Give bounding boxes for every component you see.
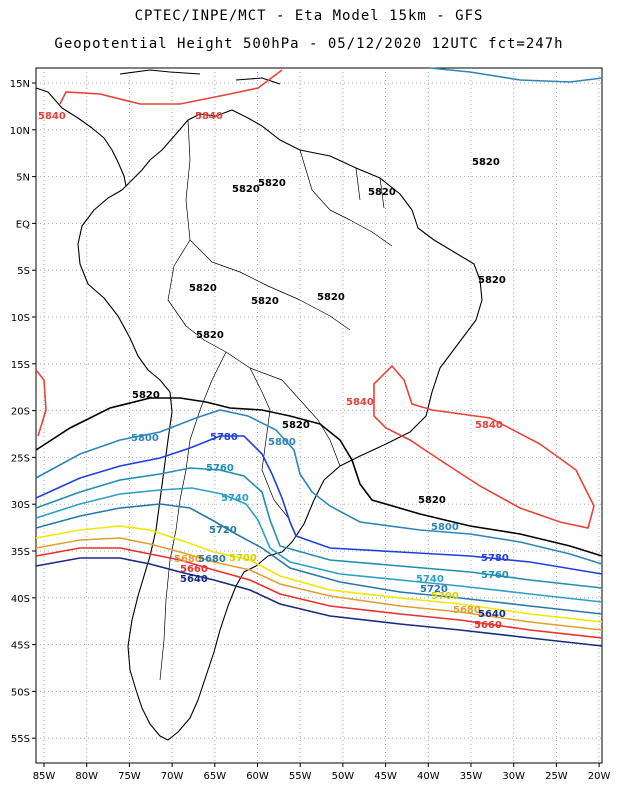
contour-5740: [35, 487, 603, 603]
latitude-tick-label: 15S: [11, 360, 30, 371]
contour-label: 5700: [229, 553, 257, 564]
contour-label: 5720: [209, 525, 237, 536]
contour-label: 5640: [180, 574, 208, 585]
latitude-tick-label: EQ: [16, 219, 30, 230]
caribbean-islands: [119, 69, 281, 85]
contour-label: 5820: [251, 296, 279, 307]
contour-label: 5840: [195, 111, 223, 122]
contour-label: 5820: [196, 330, 224, 341]
contour-5840-east: [373, 364, 595, 529]
latitude-tick-labels: 15N 10N 5N EQ 5S 10S 15S 20S 25S 30S 35S 40S 45S 50S 5…: [10, 79, 30, 745]
contour-label: 5820: [232, 184, 260, 195]
contour-5800-ne: [429, 67, 603, 83]
contour-label: 5720: [420, 584, 448, 595]
contour-5680: [35, 537, 603, 631]
contour-label: 5780: [481, 553, 509, 564]
contour-label: 5740: [221, 493, 249, 504]
contour-label: 5680: [174, 554, 202, 565]
contour-label: 5760: [481, 570, 509, 581]
contour-label: 5740: [416, 574, 444, 585]
contour-label: 5680: [198, 554, 226, 565]
contour-value-labels: 5840 5840 5840 5840 5820 5820 5820 5820 …: [38, 111, 509, 631]
contour-label: 5800: [268, 437, 296, 448]
contour-label: 5760: [206, 463, 234, 474]
country-borders: [159, 119, 393, 681]
contour-label: 5840: [346, 397, 374, 408]
contour-5700: [35, 525, 603, 623]
contour-label: 5700: [431, 591, 459, 602]
contour-label: 5800: [431, 522, 459, 533]
contour-label: 5840: [475, 420, 503, 431]
contour-5660: [35, 547, 603, 639]
contour-5840-west: [35, 369, 47, 437]
coastlines: [35, 69, 483, 741]
latitude-tick-label: 50S: [11, 687, 30, 698]
contour-label: 5840: [38, 111, 66, 122]
lat-lon-grid: [32, 68, 602, 767]
south-america-coast: [77, 109, 483, 741]
latitude-tick-label: 5S: [17, 266, 30, 277]
longitude-tick-label: 75W: [118, 771, 141, 782]
map-title-line-2: Geopotential Height 500hPa - 05/12/2020 …: [54, 36, 564, 52]
latitude-tick-label: 20S: [11, 407, 30, 418]
latitude-tick-label: 35S: [11, 547, 30, 558]
contour-5720: [35, 503, 603, 615]
longitude-tick-label: 30W: [502, 771, 525, 782]
contour-5640: [35, 557, 603, 647]
contour-label: 5820: [189, 283, 217, 294]
map-frame: [35, 67, 603, 764]
contour-5760: [35, 467, 603, 589]
latitude-tick-label: 5N: [16, 173, 30, 184]
latitude-tick-label: 15N: [10, 79, 30, 90]
latitude-tick-label: 40S: [11, 594, 30, 605]
contour-label: 5820: [478, 275, 506, 286]
contour-label: 5820: [282, 420, 310, 431]
longitude-tick-label: 65W: [203, 771, 226, 782]
longitude-tick-label: 85W: [33, 771, 56, 782]
longitude-tick-label: 80W: [75, 771, 98, 782]
longitude-tick-label: 40W: [417, 771, 440, 782]
longitude-tick-labels: 85W 80W 75W 70W 65W 60W 55W 50W 45W 40W 35W 30W 25W 2…: [33, 771, 611, 782]
contour-label: 5820: [368, 187, 396, 198]
contour-label: 5820: [472, 157, 500, 168]
contour-5780: [35, 435, 603, 575]
contour-5800: [35, 409, 603, 565]
longitude-tick-label: 55W: [289, 771, 312, 782]
contour-label: 5820: [317, 292, 345, 303]
longitude-tick-label: 45W: [374, 771, 397, 782]
latitude-tick-label: 10N: [10, 126, 30, 137]
contour-label: 5640: [478, 609, 506, 620]
contour-5820: [35, 397, 603, 557]
longitude-tick-label: 60W: [246, 771, 269, 782]
contour-label: 5820: [418, 495, 446, 506]
latitude-tick-label: 10S: [11, 313, 30, 324]
contour-label: 5680: [453, 605, 481, 616]
latitude-tick-label: 30S: [11, 500, 30, 511]
contour-lines: [35, 67, 603, 647]
latitude-tick-label: 55S: [11, 734, 30, 745]
contour-label: 5780: [210, 432, 238, 443]
longitude-tick-label: 70W: [161, 771, 184, 782]
contour-5840-north: [59, 69, 283, 105]
latitude-tick-label: 25S: [11, 453, 30, 464]
map-title-line-1: CPTEC/INPE/MCT - Eta Model 15km - GFS: [134, 8, 484, 24]
contour-label: 5820: [258, 178, 286, 189]
longitude-tick-label: 50W: [332, 771, 355, 782]
central-america-coast: [35, 87, 127, 187]
contour-label: 5660: [474, 620, 502, 631]
latitude-tick-label: 45S: [11, 641, 30, 652]
contour-label: 5800: [131, 433, 159, 444]
longitude-tick-label: 20W: [588, 771, 611, 782]
contour-label: 5820: [132, 390, 160, 401]
longitude-tick-label: 25W: [545, 771, 568, 782]
longitude-tick-label: 35W: [460, 771, 483, 782]
contour-label: 5660: [180, 564, 208, 575]
